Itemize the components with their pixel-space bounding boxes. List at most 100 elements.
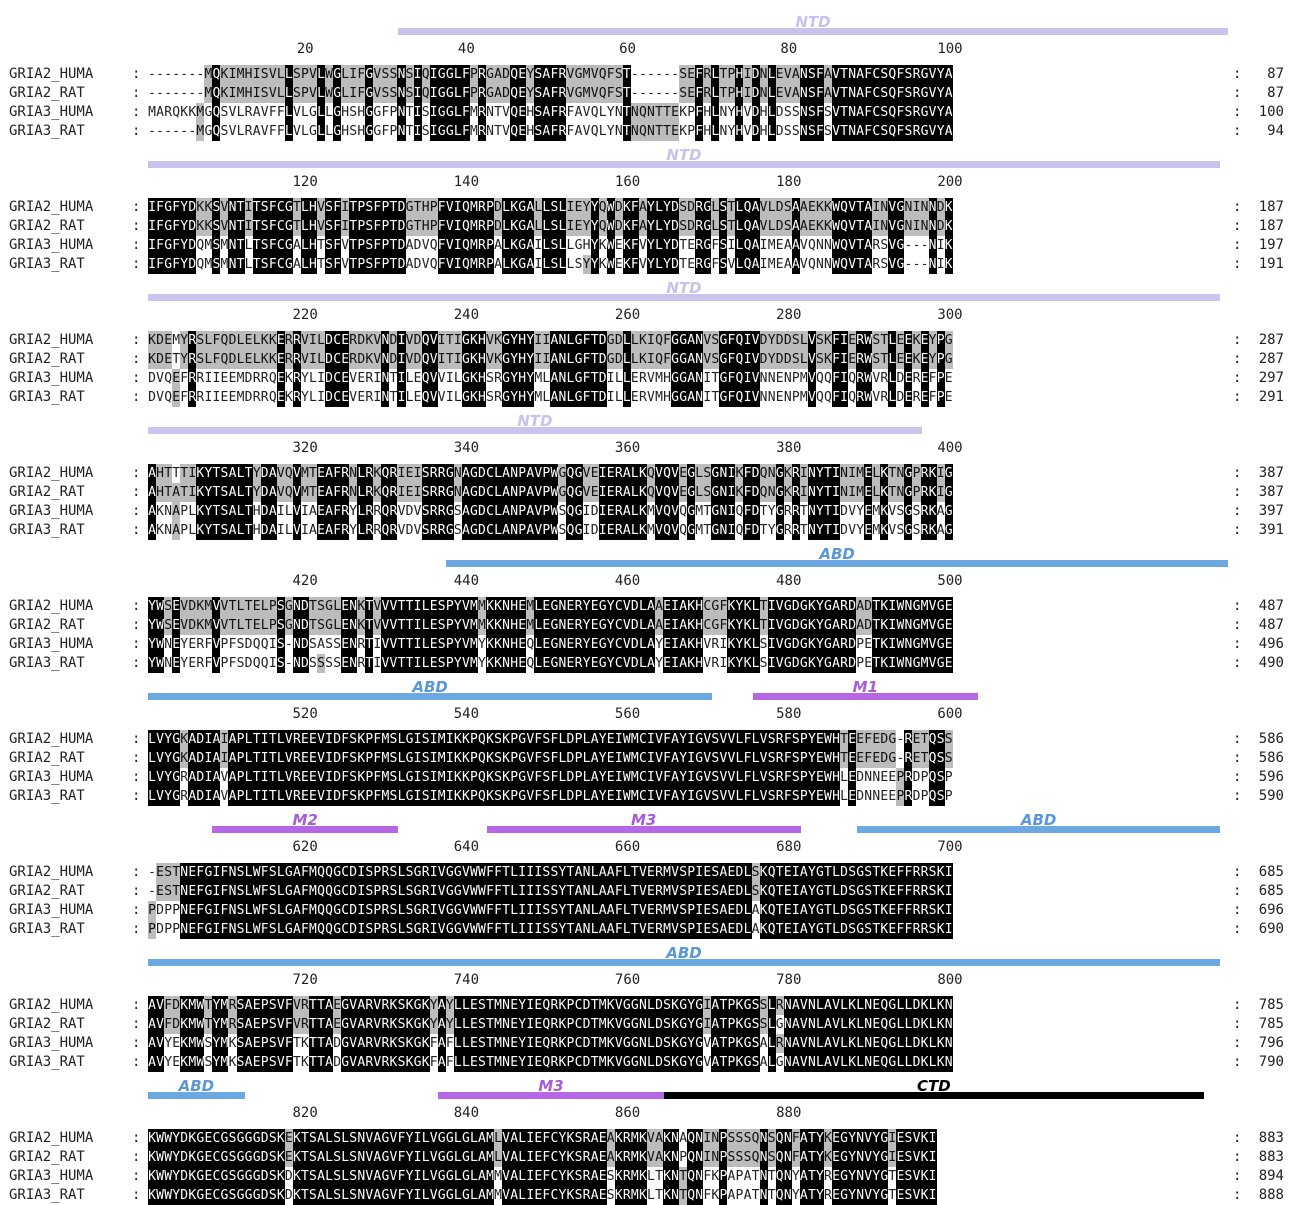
- separator-colon: :: [1233, 484, 1242, 500]
- domain-bar-abd: [148, 1092, 245, 1099]
- separator-colon: :: [1233, 218, 1242, 234]
- ruler-tick-label: 400: [937, 440, 963, 456]
- residue-count: 888: [1258, 1187, 1284, 1203]
- sequence-name: GRIA2_HUMA: [9, 997, 94, 1013]
- ruler-tick-label: 300: [937, 307, 963, 323]
- sequence-residues: AVYEKMWSYMKSAEPSVFTKTTADGVARVRKSKGKFAFLL…: [148, 1053, 953, 1072]
- sequence-row: GRIA2_HUMA: -ESTNEFGIFNSLWFSLGAFMQQGCDISP…: [0, 863, 1298, 882]
- ruler-tick-label: 800: [937, 972, 963, 988]
- residue-count: 397: [1258, 503, 1284, 519]
- domain-bar-m2: [212, 826, 398, 833]
- sequence-name: GRIA2_RAT: [9, 218, 85, 234]
- sequence-residues: AVYEKMWSYMKSAEPSVFTKTTADGVARVRKSKGKFAFLL…: [148, 1034, 953, 1053]
- sequence-name: GRIA3_RAT: [9, 256, 85, 272]
- separator-colon: :: [132, 1130, 141, 1146]
- sequence-name: GRIA3_RAT: [9, 522, 85, 538]
- ruler-tick-label: 220: [292, 307, 318, 323]
- sequence-name: GRIA3_HUMA: [9, 237, 94, 253]
- separator-colon: :: [132, 864, 141, 880]
- sequence-row: GRIA3_HUMA: DVQEFRRIIEEMDRRQEKRYLIDCEVERI…: [0, 369, 1298, 388]
- separator-colon: :: [1233, 199, 1242, 215]
- separator-colon: :: [1233, 351, 1242, 367]
- separator-colon: :: [132, 85, 141, 101]
- residue-count: 291: [1258, 389, 1284, 405]
- sequence-row: GRIA3_RAT: AKNAPLKYTSALTHDAILVIAEAFRYLRRQ…: [0, 521, 1298, 540]
- residue-count: 287: [1258, 351, 1284, 367]
- sequence-residues: AKNAPLKYTSALTHDAILVIAEAFRYLRRQRVDVSRRGSA…: [148, 521, 953, 540]
- residue-count: 596: [1258, 769, 1284, 785]
- residue-count: 487: [1258, 617, 1284, 633]
- sequence-name: GRIA3_RAT: [9, 123, 85, 139]
- sequence-row: GRIA3_RAT: ------MGQSVLRAVFFLVLGLLGHSHGGF…: [0, 122, 1298, 141]
- sequence-row: GRIA3_HUMA: PDPPNEFGIFNSLWFSLGAFMQQGCDISP…: [0, 901, 1298, 920]
- sequence-residues: AHTATIKYTSALTYDAVQVMTEAFRNLRKQRIEISRRGNA…: [148, 483, 953, 502]
- ruler-tick-label: 760: [614, 972, 641, 988]
- sequence-row: GRIA2_HUMA: KDEMYRSLFQDLELKKERRVILDCERDKV…: [0, 331, 1298, 350]
- sequence-residues: -ESTNEFGIFNSLWFSLGAFMQQGCDISPRSLSGRIVGGV…: [148, 882, 953, 901]
- sequence-row: GRIA2_RAT: KDETYRSLFQDLELKKERRVILDCERDKVN…: [0, 350, 1298, 369]
- ruler-tick-label: 420: [292, 573, 318, 589]
- ruler-tick-label: 580: [776, 706, 802, 722]
- ruler-tick-label: 160: [614, 174, 641, 190]
- residue-count: 785: [1258, 997, 1284, 1013]
- separator-colon: :: [132, 389, 141, 405]
- alignment-block: ABD M3 CTD 820 840 860 880 GRIA2_HUMA: KWWYDKGEC…: [0, 1072, 1298, 1205]
- sequence-row: GRIA3_HUMA: AKNAPLKYTSALTHDAILVIAEAFRYLRR…: [0, 502, 1298, 521]
- sequence-row: GRIA2_RAT: AHTATIKYTSALTYDAVQVMTEAFRNLRKQ…: [0, 483, 1298, 502]
- alignment-block: ABD 720 740 760 780 800 GRIA2_HUMA: AVFDKMWTYMR…: [0, 939, 1298, 1072]
- separator-colon: :: [1233, 104, 1242, 120]
- sequence-name: GRIA3_RAT: [9, 389, 85, 405]
- residue-count: 883: [1258, 1130, 1284, 1146]
- sequence-residues: ------MGQSVLRAVFFLVLGLLGHSHGGFPNTISIGGLF…: [148, 122, 953, 141]
- sequence-row: GRIA3_RAT: DVQEFRRIIEEMDRRQEKRYLIDCEVERIN…: [0, 388, 1298, 407]
- separator-colon: :: [1233, 731, 1242, 747]
- separator-colon: :: [1233, 883, 1242, 899]
- sequence-residues: AKNAPLKYTSALTHDAILVIAEAFRYLRRQRVDVSRRGSA…: [148, 502, 953, 521]
- residue-count: 297: [1258, 370, 1284, 386]
- separator-colon: :: [1233, 522, 1242, 538]
- residue-count: 197: [1258, 237, 1284, 253]
- ruler-tick-label: 100: [937, 41, 963, 57]
- separator-colon: :: [1233, 85, 1242, 101]
- domain-bar-ctd: [663, 1092, 1204, 1099]
- sequence-residues: LVYGRADIAVAPLTITLVREEVIDFSKPFMSLGISIMIKK…: [148, 787, 953, 806]
- ruler-tick-label: 200: [937, 174, 963, 190]
- sequence-name: GRIA2_RAT: [9, 1016, 85, 1032]
- ruler-tick-label: 120: [292, 174, 318, 190]
- domain-label: ABD: [412, 678, 448, 696]
- separator-colon: :: [132, 902, 141, 918]
- domain-bar-abd: [148, 693, 713, 700]
- residue-count: 590: [1258, 788, 1284, 804]
- domain-label: NTD: [517, 412, 553, 430]
- separator-colon: :: [1233, 902, 1242, 918]
- sequence-row: GRIA2_HUMA: YWSEVDKMVVTLTELPSGNDTSGLENKTV…: [0, 597, 1298, 616]
- residue-count: 894: [1258, 1168, 1284, 1184]
- sequence-residues: -------MQKIMHISVLLSPVLWGLIFGVSSNSIQIGGLF…: [148, 84, 953, 103]
- sequence-name: GRIA3_HUMA: [9, 104, 94, 120]
- separator-colon: :: [1233, 1016, 1242, 1032]
- sequence-residues: IFGFYDQMSMNTLTSFCGALHTSFVTPSFPTDADVQFVIQ…: [148, 255, 953, 274]
- ruler-tick-label: 80: [780, 41, 798, 57]
- sequence-name: GRIA3_HUMA: [9, 902, 94, 918]
- domain-bar-ntd: [148, 294, 1220, 301]
- domain-label: NTD: [666, 146, 702, 164]
- sequence-name: GRIA2_HUMA: [9, 199, 94, 215]
- residue-count: 100: [1258, 104, 1284, 120]
- alignment-block: ABD M1 520 540 560 580 600 GRIA2_HUMA: LVYGKADIA…: [0, 673, 1298, 806]
- ruler-tick-label: 260: [614, 307, 641, 323]
- sequence-residues: YWNEYERFVPFSDQQIS-NDSASSENRTIVVTTILESPYV…: [148, 635, 953, 654]
- separator-colon: :: [132, 921, 141, 937]
- sequence-residues: LVYGRADIAVAPLTITLVREEVIDFSKPFMSLGISIMIKK…: [148, 768, 953, 787]
- ruler-tick-label: 780: [776, 972, 802, 988]
- separator-colon: :: [1233, 864, 1242, 880]
- domain-bar-abd: [446, 560, 1229, 567]
- separator-colon: :: [132, 218, 141, 234]
- sequence-row: GRIA3_HUMA: MARQKKMGQSVLRAVFFLVLGLLGHSHGG…: [0, 103, 1298, 122]
- separator-colon: :: [1233, 123, 1242, 139]
- separator-colon: :: [132, 256, 141, 272]
- sequence-residues: YWSEVDKMVVTLTELPSGNDTSGLENKTVVVTTILESPYV…: [148, 597, 953, 616]
- ruler-tick-label: 440: [453, 573, 480, 589]
- residue-count: 94: [1267, 123, 1284, 139]
- sequence-residues: IFGFYDKKSVNTITSFCGTLHVSFITPSFPTDGTHPFVIQ…: [148, 217, 953, 236]
- sequence-residues: KDETYRSLFQDLELKKERRVILDCERDKVNDIVDQVITIG…: [148, 350, 953, 369]
